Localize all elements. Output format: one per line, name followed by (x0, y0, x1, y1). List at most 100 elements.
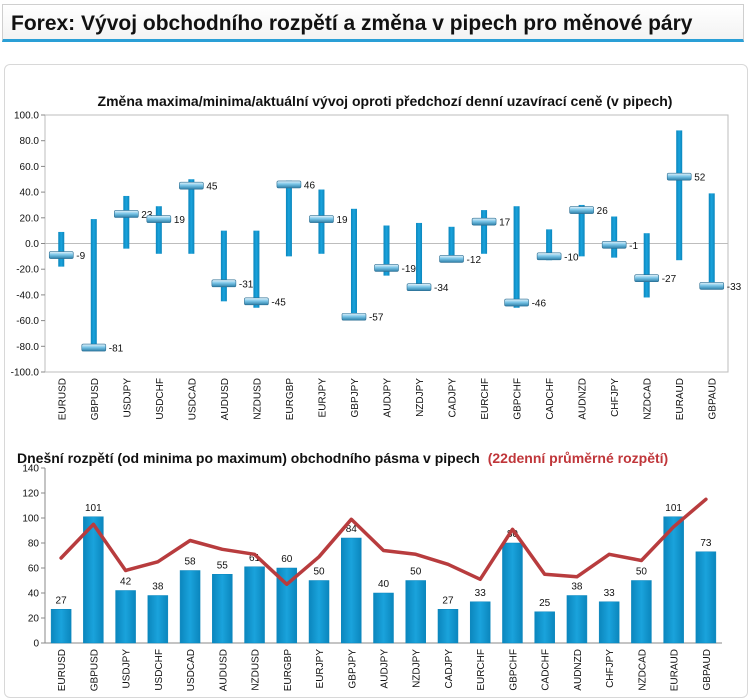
chart1-data-label: -27 (662, 274, 677, 285)
chart2-bar (373, 592, 394, 644)
chart1-range-bar (188, 179, 195, 254)
chart2-data-label: 55 (217, 560, 229, 571)
chart1-range-bar (708, 193, 715, 286)
chart2-category-label: EURUSD (57, 649, 68, 691)
chart1-range-bar (123, 195, 130, 249)
chart2-data-label: 101 (85, 503, 102, 514)
chart1-category-label: USDCAD (187, 378, 198, 420)
chart1-current-marker (81, 343, 107, 352)
chart1-current-marker (309, 215, 334, 223)
chart2-category-label: EURJPY (315, 649, 326, 689)
chart2-data-label: 58 (185, 557, 197, 568)
chart1-data-label: 19 (336, 215, 348, 226)
chart1-range-bar (285, 180, 292, 257)
chart2-y-tick-label: 80 (28, 539, 40, 550)
chart1-category-label: AUDUSD (220, 378, 231, 420)
chart1-category-label: USDJPY (122, 378, 133, 418)
chart1-data-label: -9 (76, 251, 85, 262)
page-title-bar: Forex: Vývoj obchodního rozpětí a změna … (2, 4, 744, 42)
chart2-bar (469, 601, 491, 644)
chart2-category-label: EURAUD (670, 649, 681, 691)
chart1-data-label: -57 (369, 313, 384, 324)
chart2-avg-line (59, 497, 708, 587)
chart1-current-marker (211, 279, 237, 288)
chart1-category-label: EURGBP (285, 378, 296, 421)
chart1-current-marker (699, 282, 725, 290)
chart1-current-marker (114, 210, 139, 218)
chart1-range-bar (481, 210, 488, 254)
chart2-category-label: NZDUSD (251, 649, 262, 691)
chart1-current-marker (406, 283, 432, 291)
chart2-bar (147, 595, 169, 644)
chart2-data-label: 33 (475, 588, 487, 599)
chart2-bar (598, 601, 620, 644)
page-title: Forex: Vývoj obchodního rozpětí a změna … (11, 12, 693, 35)
chart1-range-bar (155, 206, 162, 254)
chart2-y-tick-label: 40 (28, 589, 40, 600)
chart2-category-label: GBPAUD (702, 649, 713, 691)
chart2-data-label: 60 (281, 554, 293, 565)
chart1-data-label: -31 (239, 279, 254, 290)
chart2-bar (437, 609, 459, 644)
chart2-data-label: 27 (442, 595, 454, 606)
chart1-data-label: -19 (402, 264, 417, 275)
chart1-category-label: NZDCAD (643, 378, 654, 420)
chart1-current-marker (146, 215, 172, 223)
chart1-data-label: 52 (694, 173, 706, 184)
chart2-y-tick-label: 20 (28, 614, 40, 625)
chart2-data-label: 61 (249, 553, 261, 564)
chart1-current-marker (276, 180, 302, 189)
chart1-y-tick-label: -20.0 (16, 265, 39, 276)
chart2-data-label: 73 (700, 538, 712, 549)
chart1-y-tick-label: -40.0 (16, 290, 39, 301)
chart2-bar (695, 551, 717, 644)
chart1-y-tick-label: 40.0 (20, 188, 40, 199)
chart1-range-bar (416, 222, 423, 288)
chart2-data-label: 40 (378, 579, 390, 590)
chart1-range-bar (90, 219, 97, 348)
chart2-data-label: 33 (604, 588, 616, 599)
chart2-category-label: USDCAD (186, 649, 197, 691)
chart1-current-marker (48, 251, 74, 259)
chart1-data-label: -33 (727, 282, 742, 293)
chart2-bar (50, 609, 72, 644)
chart2-category-label: NZDCAD (637, 649, 648, 691)
chart2-y-tick-label: 100 (22, 514, 39, 525)
chart2-bar (405, 580, 426, 644)
chart1-y-tick-label: 20.0 (20, 213, 40, 224)
chart1-range-bar (58, 231, 65, 267)
chart1-range-bar (611, 216, 618, 258)
chart2-bar (663, 516, 684, 644)
chart1-category-label: EURCHF (480, 378, 491, 420)
chart2-category-label: EURGBP (283, 649, 294, 692)
chart2-bar (244, 566, 265, 644)
chart1-data-label: 45 (206, 182, 218, 193)
chart1-y-tick-label: -80.0 (16, 342, 39, 353)
chart2-category-label: GBPJPY (347, 649, 358, 689)
chart1-data-label: 46 (304, 180, 316, 191)
chart1-y-tick-label: 0.0 (25, 239, 39, 250)
chart2-title-red: (22denní průměrné rozpětí) (488, 450, 668, 466)
chart1-category-label: USDCHF (155, 378, 166, 420)
chart1-current-marker (374, 264, 399, 272)
chart2-bar (115, 590, 136, 644)
chart1-data-label: -1 (629, 241, 638, 252)
chart2-bar (83, 516, 104, 644)
chart1-title: Změna maxima/minima/aktuální vývoj oprot… (98, 93, 673, 109)
chart2-bar (308, 580, 330, 644)
chart1-current-marker (536, 252, 562, 261)
chart2-y-tick-label: 120 (22, 489, 39, 500)
chart2-category-label: AUDJPY (380, 649, 391, 689)
chart2-data-label: 101 (665, 503, 682, 514)
chart1-current-marker (179, 181, 204, 190)
chart1-range-bar (220, 230, 227, 302)
chart2-data-label: 38 (571, 582, 583, 593)
chart2-data-label: 50 (313, 567, 325, 578)
chart1-category-label: GBPCHF (513, 378, 524, 420)
chart1-category-label: AUDJPY (383, 378, 394, 418)
chart1-category-label: CADCHF (545, 378, 556, 420)
chart2-bar (631, 580, 652, 644)
chart2-category-label: CADJPY (444, 649, 455, 689)
chart1-category-label: AUDNZD (578, 378, 589, 420)
